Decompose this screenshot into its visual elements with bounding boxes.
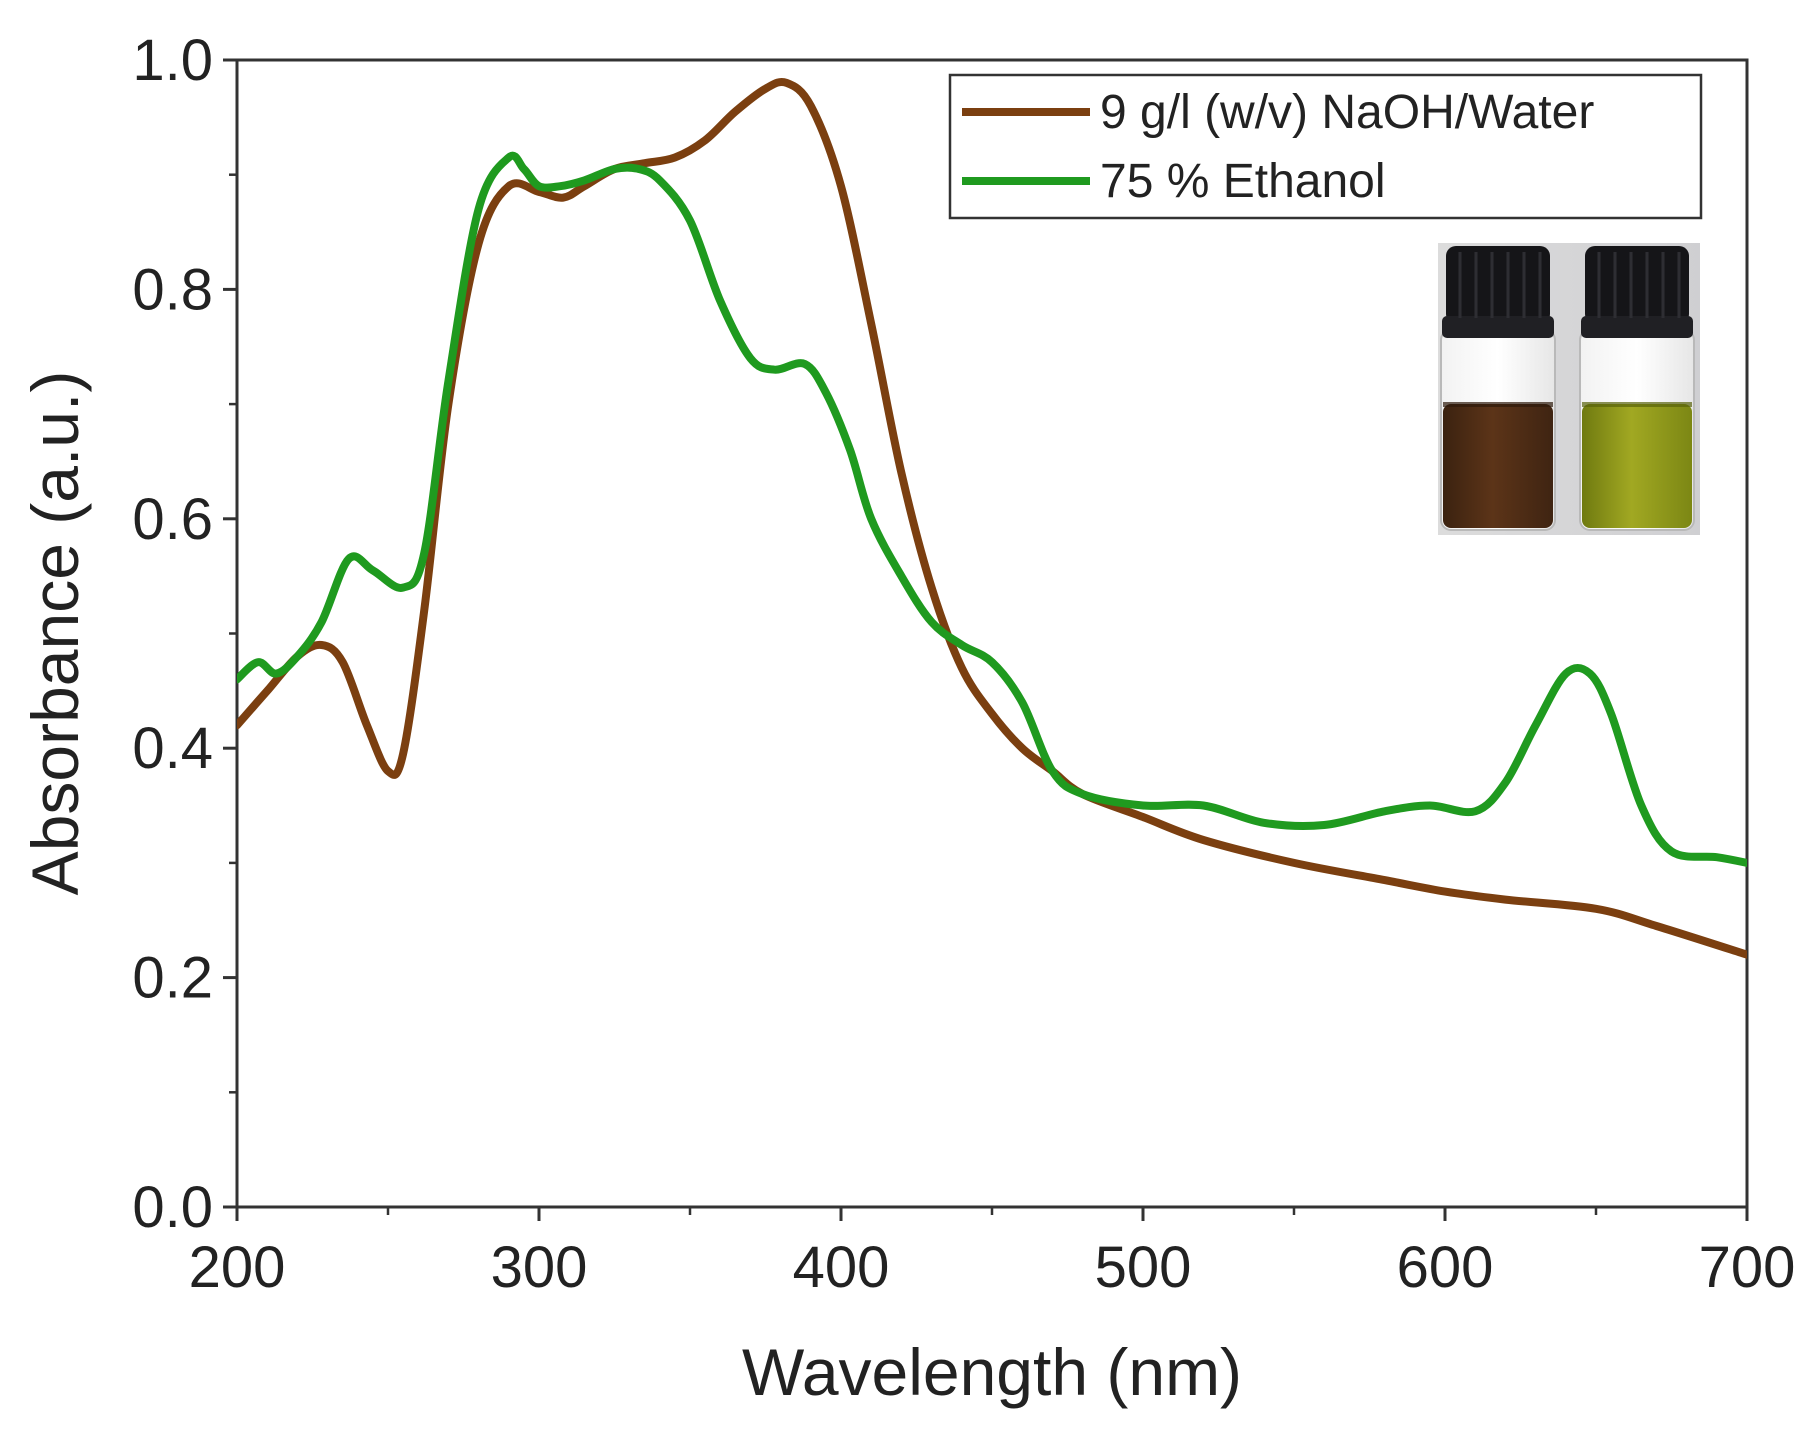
series-lines	[237, 77, 1747, 959]
inset-vial-photo	[1438, 243, 1700, 535]
y-axis-title: Absorbance (a.u.)	[18, 371, 92, 896]
x-tick-label-300: 300	[491, 1235, 588, 1300]
vial-green	[1579, 246, 1695, 531]
vial-brown	[1440, 246, 1556, 531]
y-tick-label-0.6: 0.6	[132, 487, 213, 552]
axis-ticks	[223, 58, 1749, 1221]
axis-tick-labels: 200 300 400 500 600 700 0.0 0.2 0.4 0.6 0.8 1.0	[132, 28, 1795, 1300]
y-tick-label-0.2: 0.2	[132, 946, 213, 1011]
legend-box	[948, 73, 1703, 220]
series-line-ethanol	[237, 151, 1747, 867]
plot-frame	[235, 58, 1749, 1209]
x-tick-label-400: 400	[793, 1235, 890, 1300]
y-tick-label-0.8: 0.8	[132, 257, 213, 322]
legend: 9 g/l (w/v) NaOH/Water 75 % Ethanol	[948, 73, 1703, 220]
x-tick-label-600: 600	[1397, 1235, 1494, 1300]
x-axis-title: Wavelength (nm)	[742, 1335, 1242, 1409]
legend-label-naoh-water: 9 g/l (w/v) NaOH/Water	[1100, 86, 1594, 139]
y-tick-label-0.4: 0.4	[132, 716, 213, 781]
series-line-naoh-water	[237, 77, 1747, 959]
y-tick-label-0.0: 0.0	[132, 1175, 213, 1240]
x-tick-label-500: 500	[1095, 1235, 1192, 1300]
x-tick-label-700: 700	[1699, 1235, 1796, 1300]
legend-label-ethanol: 75 % Ethanol	[1100, 155, 1386, 208]
x-tick-label-200: 200	[189, 1235, 286, 1300]
y-tick-label-1.0: 1.0	[132, 28, 213, 93]
